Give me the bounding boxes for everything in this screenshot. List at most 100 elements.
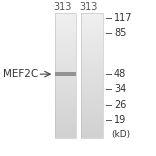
Bar (81, 94, 102, 96)
Bar (81, 47, 102, 48)
Bar (55, 17, 76, 18)
Bar (55, 13, 76, 138)
Bar (81, 109, 102, 110)
Text: 48: 48 (114, 69, 126, 79)
Bar (81, 67, 102, 68)
Bar (55, 21, 76, 22)
Text: 19: 19 (114, 115, 126, 125)
Bar (81, 64, 102, 66)
Bar (81, 26, 102, 27)
Bar (81, 74, 102, 76)
Bar (55, 108, 76, 109)
Bar (81, 120, 102, 122)
Bar (55, 54, 76, 56)
Bar (55, 110, 76, 112)
Bar (55, 127, 76, 128)
Bar (81, 32, 102, 33)
Bar (55, 46, 76, 47)
Bar (81, 46, 102, 47)
Bar (55, 132, 76, 133)
Bar (81, 84, 102, 86)
Text: 313: 313 (54, 2, 72, 12)
Bar (81, 97, 102, 98)
Bar (55, 69, 76, 71)
Bar (55, 26, 76, 27)
Bar (81, 119, 102, 120)
Bar (55, 83, 76, 84)
Bar (55, 58, 76, 59)
Bar (81, 25, 102, 26)
Bar (81, 102, 102, 103)
Bar (81, 30, 102, 31)
Text: MEF2C: MEF2C (3, 69, 38, 79)
Bar (55, 71, 76, 72)
Bar (81, 44, 102, 46)
Bar (81, 37, 102, 38)
Bar (55, 89, 76, 91)
Bar (55, 130, 76, 132)
Bar (55, 120, 76, 122)
Bar (81, 76, 102, 77)
Bar (55, 78, 76, 79)
Bar (55, 30, 76, 31)
Bar (81, 23, 102, 25)
Bar (55, 98, 76, 99)
Bar (55, 101, 76, 102)
Bar (55, 76, 76, 77)
Bar (55, 38, 76, 40)
Bar (81, 77, 102, 78)
Bar (81, 40, 102, 41)
Bar (55, 56, 76, 57)
Bar (55, 137, 76, 138)
Bar (55, 79, 76, 81)
Bar (81, 51, 102, 52)
Bar (81, 132, 102, 133)
Bar (55, 84, 76, 86)
Bar (55, 115, 76, 117)
Bar (81, 118, 102, 119)
Bar (81, 49, 102, 51)
Bar (81, 115, 102, 117)
Bar (81, 91, 102, 92)
Bar (55, 113, 76, 114)
Bar (55, 118, 76, 119)
Bar (55, 102, 76, 103)
Bar (55, 82, 76, 83)
Bar (55, 16, 76, 17)
Bar (55, 27, 76, 28)
Bar (81, 69, 102, 71)
Bar (55, 68, 76, 69)
Bar (81, 13, 102, 15)
Bar (55, 28, 76, 30)
Bar (81, 133, 102, 134)
Bar (55, 57, 76, 58)
Bar (55, 114, 76, 115)
Bar (81, 87, 102, 88)
Bar (81, 114, 102, 115)
Bar (55, 41, 76, 42)
Bar (55, 62, 76, 63)
Bar (81, 13, 102, 138)
Bar (81, 125, 102, 127)
Bar (81, 62, 102, 63)
Bar (81, 56, 102, 57)
Bar (55, 117, 76, 118)
Text: 26: 26 (114, 100, 126, 110)
Bar (81, 66, 102, 67)
Bar (55, 77, 76, 78)
Bar (81, 78, 102, 79)
Bar (81, 98, 102, 99)
Bar (55, 124, 76, 125)
Bar (55, 97, 76, 98)
Bar (81, 93, 102, 94)
Bar (81, 96, 102, 97)
Bar (55, 67, 76, 68)
Bar (81, 33, 102, 35)
Bar (55, 104, 76, 106)
Bar (81, 17, 102, 18)
Bar (81, 72, 102, 73)
Bar (81, 83, 102, 84)
Bar (55, 96, 76, 97)
Bar (55, 42, 76, 43)
Bar (55, 93, 76, 94)
